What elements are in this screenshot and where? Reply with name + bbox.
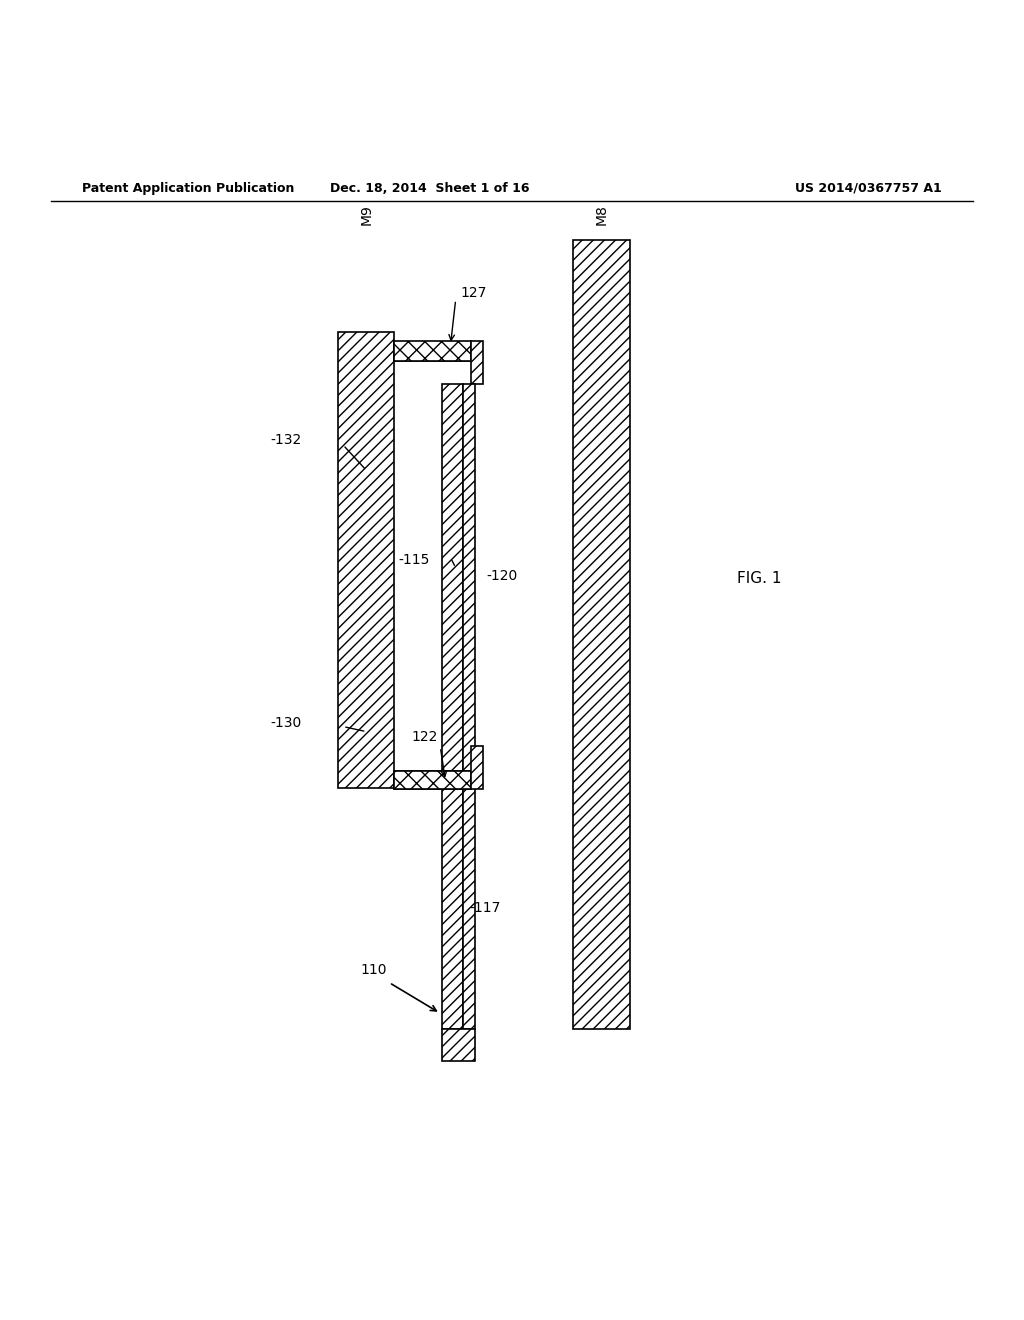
Text: -120: -120: [486, 569, 518, 583]
Bar: [394, 771, 471, 789]
Text: -117: -117: [469, 900, 501, 915]
Bar: [394, 771, 471, 789]
Bar: [463, 384, 475, 1028]
Bar: [442, 1028, 475, 1061]
Bar: [394, 341, 471, 360]
Text: Dec. 18, 2014  Sheet 1 of 16: Dec. 18, 2014 Sheet 1 of 16: [331, 182, 529, 195]
Text: FIG. 1: FIG. 1: [737, 570, 781, 586]
Bar: [471, 746, 483, 789]
Text: 110: 110: [360, 964, 387, 977]
Text: US 2014/0367757 A1: US 2014/0367757 A1: [796, 182, 942, 195]
Text: 122: 122: [412, 730, 438, 744]
Bar: [394, 343, 471, 360]
Bar: [442, 384, 463, 1028]
Bar: [573, 240, 630, 1028]
Text: -132: -132: [270, 433, 302, 447]
Text: M8: M8: [595, 203, 609, 224]
Text: M9: M9: [359, 203, 374, 224]
Text: -130: -130: [270, 717, 302, 730]
Bar: [471, 341, 483, 384]
Bar: [338, 333, 394, 788]
Text: 127: 127: [461, 286, 487, 301]
Text: Patent Application Publication: Patent Application Publication: [82, 182, 294, 195]
Text: -115: -115: [398, 553, 430, 566]
